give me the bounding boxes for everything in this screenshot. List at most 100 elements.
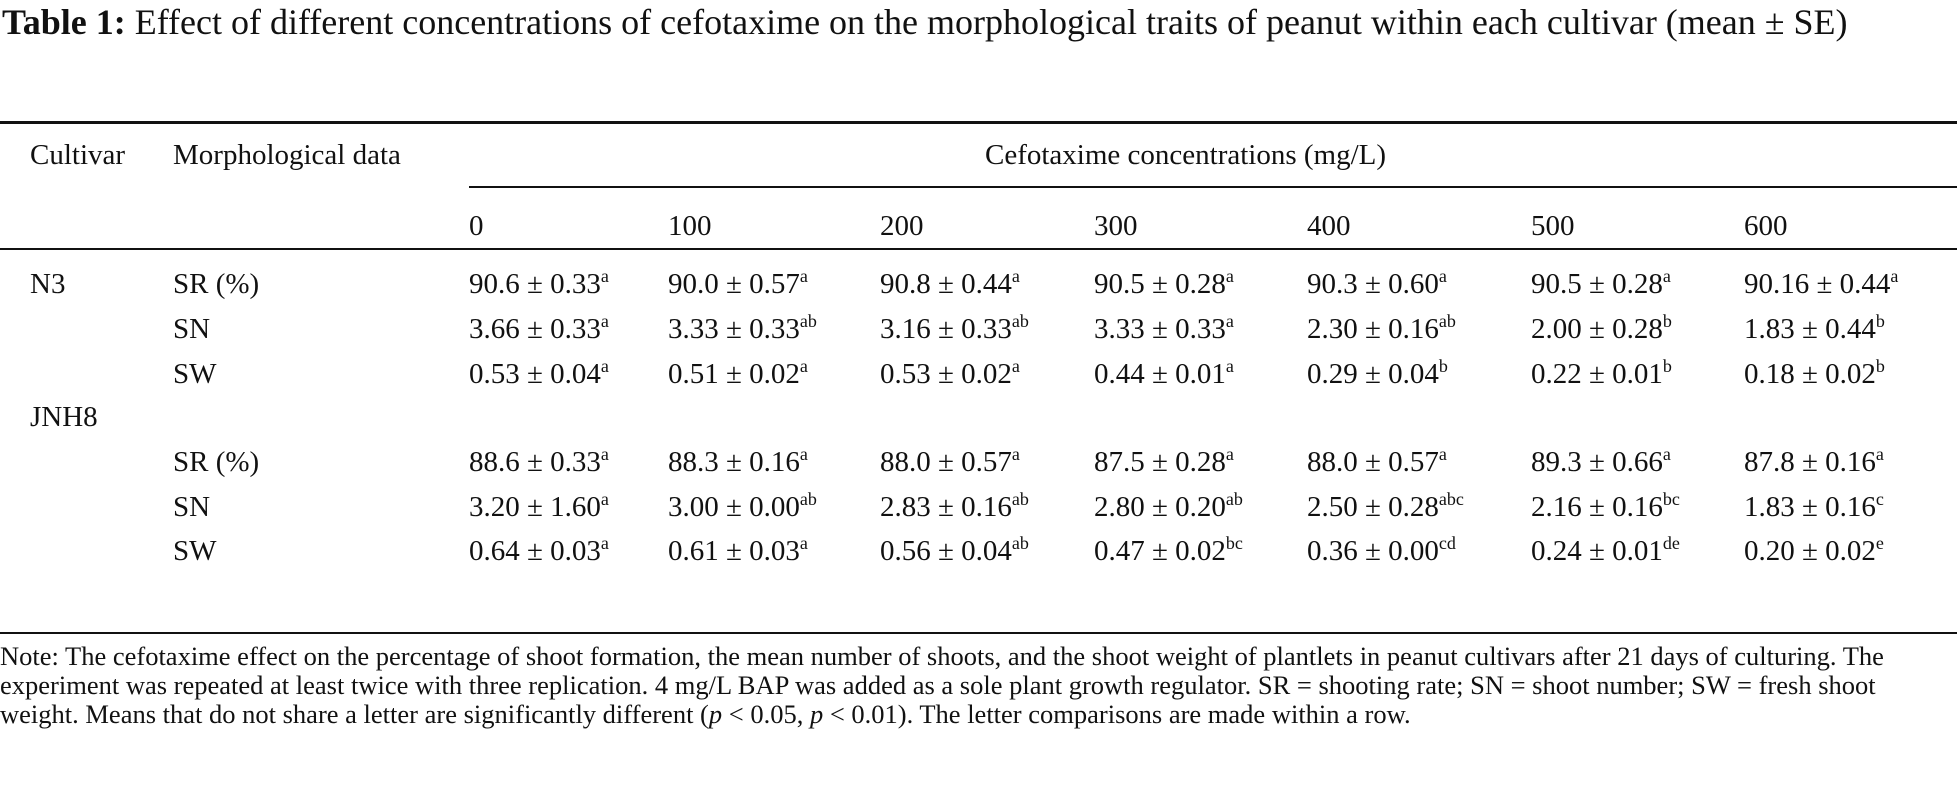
mean-se-value: 87.8 ± 0.16 xyxy=(1744,446,1876,478)
value-cell: 0.36 ± 0.00cd xyxy=(1307,534,1456,568)
value-cell: 2.30 ± 0.16ab xyxy=(1307,312,1456,346)
mean-se-value: 0.24 ± 0.01 xyxy=(1531,535,1663,567)
table-caption: Table 1: Effect of different concentrati… xyxy=(2,0,1952,44)
significance-letter: cd xyxy=(1438,533,1456,553)
mean-se-value: 90.0 ± 0.57 xyxy=(668,268,800,300)
trait-label: SN xyxy=(173,313,211,345)
value-cell: 2.00 ± 0.28b xyxy=(1531,312,1672,346)
mean-se-value: 3.33 ± 0.33 xyxy=(668,313,800,345)
mean-se-value: 0.22 ± 0.01 xyxy=(1531,358,1663,390)
header-cefotaxime-concentrations: Cefotaxime concentrations (mg/L) xyxy=(985,139,1387,171)
significance-letter: ab xyxy=(1011,311,1029,331)
mean-se-value: 2.00 ± 0.28 xyxy=(1531,313,1663,345)
mean-se-value: 3.33 ± 0.33 xyxy=(1094,313,1226,345)
significance-letter: a xyxy=(600,311,609,331)
value-cell: 90.16 ± 0.44a xyxy=(1744,267,1898,301)
significance-letter: ab xyxy=(799,311,817,331)
value-cell: 3.66 ± 0.33a xyxy=(469,312,609,346)
value-cell: 90.8 ± 0.44a xyxy=(880,267,1020,301)
mean-se-value: 3.00 ± 0.00 xyxy=(668,491,800,523)
trait-label: SN xyxy=(173,491,211,523)
value-cell: 88.6 ± 0.33a xyxy=(469,445,609,479)
mean-se-value: 0.29 ± 0.04 xyxy=(1307,358,1439,390)
significance-letter: a xyxy=(600,356,609,376)
trait-label: SR (%) xyxy=(173,268,260,300)
value-cell: 87.8 ± 0.16a xyxy=(1744,445,1884,479)
concentration-level-0: 0 xyxy=(469,210,484,242)
value-cell: 3.20 ± 1.60a xyxy=(469,490,609,524)
value-cell: 90.5 ± 0.28a xyxy=(1094,267,1234,301)
value-cell: 0.47 ± 0.02bc xyxy=(1094,534,1243,568)
value-cell: 88.3 ± 0.16a xyxy=(668,445,808,479)
value-cell: 0.53 ± 0.04a xyxy=(469,357,609,391)
significance-letter: a xyxy=(600,533,609,553)
caption-text: Effect of different concentrations of ce… xyxy=(134,2,1848,42)
value-cell: 0.64 ± 0.03a xyxy=(469,534,609,568)
mean-se-value: 2.50 ± 0.28 xyxy=(1307,491,1439,523)
significance-letter: bc xyxy=(1225,533,1243,553)
mean-se-value: 2.83 ± 0.16 xyxy=(880,491,1012,523)
mean-se-value: 88.3 ± 0.16 xyxy=(668,446,800,478)
mean-se-value: 0.44 ± 0.01 xyxy=(1094,358,1226,390)
mean-se-value: 90.16 ± 0.44 xyxy=(1744,268,1891,300)
mean-se-value: 3.66 ± 0.33 xyxy=(469,313,601,345)
note-threshold-2: < 0.01). The letter comparisons are made… xyxy=(823,699,1411,729)
caption-label: Table 1: xyxy=(2,2,126,42)
value-cell: 88.0 ± 0.57a xyxy=(1307,445,1447,479)
significance-letter: b xyxy=(1438,356,1448,376)
mean-se-value: 2.80 ± 0.20 xyxy=(1094,491,1226,523)
cultivar-label: N3 xyxy=(30,268,66,300)
value-cell: 3.33 ± 0.33ab xyxy=(668,312,817,346)
value-cell: 0.20 ± 0.02e xyxy=(1744,534,1884,568)
significance-letter: c xyxy=(1875,489,1884,509)
mean-se-value: 90.3 ± 0.60 xyxy=(1307,268,1439,300)
significance-letter: a xyxy=(1225,311,1234,331)
value-cell: 0.29 ± 0.04b xyxy=(1307,357,1448,391)
mean-se-value: 1.83 ± 0.44 xyxy=(1744,313,1876,345)
value-cell: 1.83 ± 0.44b xyxy=(1744,312,1885,346)
mean-se-value: 0.61 ± 0.03 xyxy=(668,535,800,567)
significance-letter: de xyxy=(1662,533,1680,553)
significance-letter: a xyxy=(799,533,808,553)
value-cell: 2.50 ± 0.28abc xyxy=(1307,490,1464,524)
value-cell: 90.6 ± 0.33a xyxy=(469,267,609,301)
mean-se-value: 0.36 ± 0.00 xyxy=(1307,535,1439,567)
significance-letter: a xyxy=(799,444,808,464)
significance-letter: e xyxy=(1875,533,1884,553)
mean-se-value: 1.83 ± 0.16 xyxy=(1744,491,1876,523)
significance-letter: b xyxy=(1662,356,1672,376)
mean-se-value: 90.5 ± 0.28 xyxy=(1094,268,1226,300)
mean-se-value: 87.5 ± 0.28 xyxy=(1094,446,1226,478)
value-cell: 1.83 ± 0.16c xyxy=(1744,490,1884,524)
trait-label: SW xyxy=(173,358,217,390)
mean-se-value: 90.6 ± 0.33 xyxy=(469,268,601,300)
value-cell: 89.3 ± 0.66a xyxy=(1531,445,1671,479)
mean-se-value: 88.0 ± 0.57 xyxy=(880,446,1012,478)
header-cultivar: Cultivar xyxy=(30,139,126,171)
cultivar-label: JNH8 xyxy=(30,401,98,433)
value-cell: 2.80 ± 0.20ab xyxy=(1094,490,1243,524)
mean-se-value: 0.18 ± 0.02 xyxy=(1744,358,1876,390)
mean-se-value: 0.56 ± 0.04 xyxy=(880,535,1012,567)
significance-letter: a xyxy=(1011,444,1020,464)
significance-letter: abc xyxy=(1438,489,1464,509)
concentration-level-100: 100 xyxy=(668,210,712,242)
concentration-level-600: 600 xyxy=(1744,210,1788,242)
top-rule xyxy=(0,121,1957,124)
significance-letter: b xyxy=(1662,311,1672,331)
significance-letter: a xyxy=(600,266,609,286)
concentration-level-300: 300 xyxy=(1094,210,1138,242)
significance-letter: b xyxy=(1875,311,1885,331)
value-cell: 0.24 ± 0.01de xyxy=(1531,534,1680,568)
significance-letter: a xyxy=(799,356,808,376)
mean-se-value: 0.64 ± 0.03 xyxy=(469,535,601,567)
significance-letter: bc xyxy=(1662,489,1680,509)
mean-se-value: 0.47 ± 0.02 xyxy=(1094,535,1226,567)
mean-se-value: 89.3 ± 0.66 xyxy=(1531,446,1663,478)
significance-letter: a xyxy=(1875,444,1884,464)
significance-letter: ab xyxy=(799,489,817,509)
header-morphological-data: Morphological data xyxy=(173,139,401,171)
significance-letter: a xyxy=(1438,266,1447,286)
significance-letter: a xyxy=(1225,444,1234,464)
